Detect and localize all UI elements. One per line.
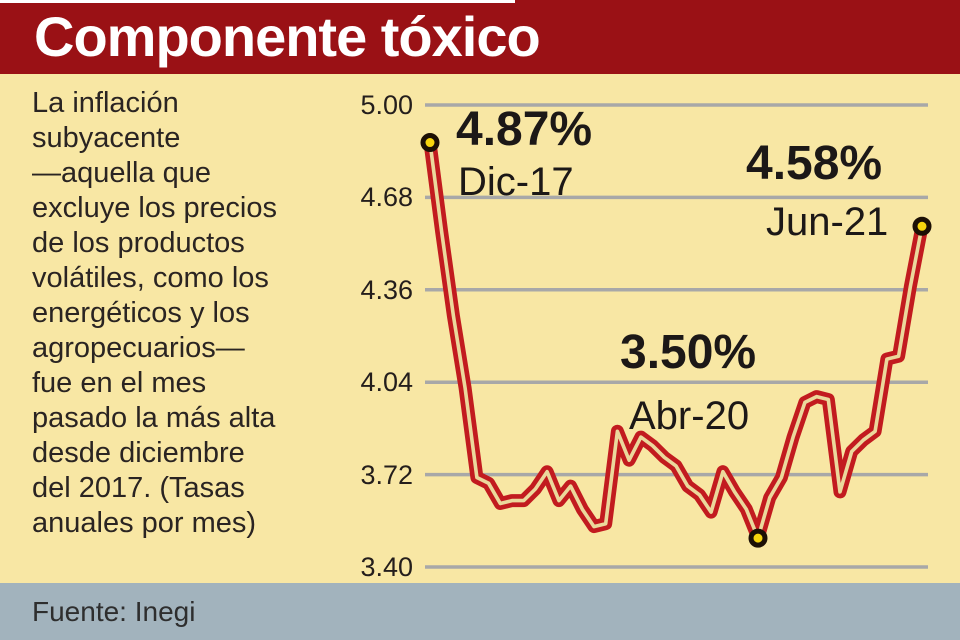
y-axis-tick-label: 5.00: [360, 90, 413, 120]
source-label: Fuente: Inegi: [32, 595, 196, 627]
y-axis-tick-label: 4.36: [360, 274, 413, 305]
annotation-date-dic17: Dic-17: [458, 160, 574, 204]
y-axis-tick-label: 3.40: [360, 552, 413, 582]
annotation-value-jun21: 4.58%: [746, 137, 883, 190]
y-axis: 5.00 4.68 4.36 4.04 3.72 3.40: [340, 0, 413, 640]
chart-panel: La inflación subyacente —aquella que exc…: [0, 74, 960, 583]
y-axis-tick-label: 4.04: [360, 367, 413, 398]
page-title: Componente tóxico: [34, 5, 541, 68]
annotation-value-abr20: 3.50%: [620, 326, 757, 379]
annotation-date-abr20: Abr-20: [629, 394, 750, 438]
header-bar: Componente tóxico: [0, 0, 960, 74]
y-axis-tick-label: 3.72: [360, 459, 413, 490]
top-border: [0, 0, 515, 3]
footer-bar: Fuente: Inegi: [0, 583, 960, 640]
annotation-date-jun21: Jun-21: [766, 200, 889, 244]
description-text: La inflación subyacente —aquella que exc…: [32, 87, 277, 539]
y-axis-tick-label: 4.68: [360, 182, 413, 213]
annotation-value-dic17: 4.87%: [456, 103, 593, 156]
